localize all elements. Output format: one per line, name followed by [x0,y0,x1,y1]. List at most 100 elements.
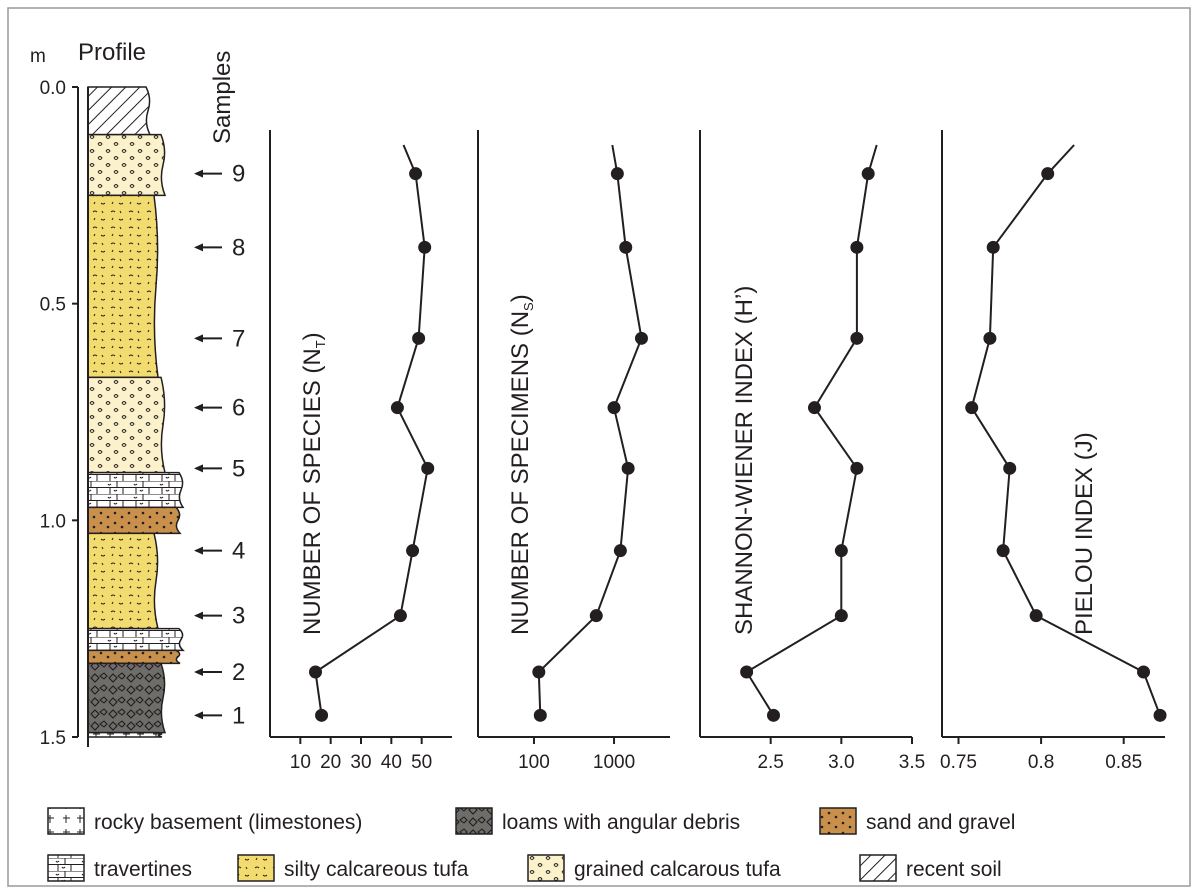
x-tick-label: 30 [350,752,371,773]
sample-arrow-head [194,169,203,178]
data-point [533,708,547,722]
profile-layer [87,86,152,136]
depth-tick-label: 1.5 [40,728,66,749]
data-point [309,665,322,679]
sample-arrow-head [194,403,203,412]
x-tick-label: 3.5 [899,752,925,773]
data-point [607,401,621,415]
data-point [409,167,423,181]
data-point [634,331,648,345]
data-point [315,708,329,722]
x-tick-label: 2.5 [757,752,783,773]
x-tick-label: 40 [381,752,402,773]
sample-label: 9 [232,161,245,188]
data-point [740,665,754,679]
profile-layer [87,731,163,738]
panel-title: NUMBER OF SPECIMENS (NS) [507,294,536,635]
data-point [1041,167,1055,181]
stratigraphic-profile [87,86,185,747]
legend-swatch-trav [47,854,85,882]
data-point [1153,708,1167,722]
legend-label: rocky basement (limestones) [94,811,362,834]
sample-arrow-head [194,711,203,720]
data-point [532,665,546,679]
data-point [619,240,633,254]
sample-label: 5 [232,455,245,482]
x-tick-label: 0.8 [1028,752,1054,773]
index-panels: 10 20 30 40 50 NUMBER OF SPECIES (NT) 100 1000 N… [269,130,1167,773]
data-point [766,708,780,722]
profile-layer [87,662,167,734]
data-point [418,240,432,254]
data-point [406,544,420,558]
x-tick-label: 1000 [593,752,635,773]
data-point [850,240,864,254]
x-tick-label: 50 [411,752,432,773]
data-point [421,461,435,475]
sample-label: 2 [232,659,245,686]
profile-layer [87,532,159,630]
data-point [610,167,624,181]
x-tick-label: 10 [290,752,311,773]
data-point [861,167,875,181]
legend-label: grained calcarous tufa [574,858,781,881]
data-point [807,401,821,415]
x-tick-label: 20 [320,752,341,773]
profile-layer [87,133,167,197]
data-point [850,331,864,345]
panel-3: 2.5 3.0 3.5 SHANNON-WIENER INDEX (H’) [699,130,925,773]
series-line [537,144,643,716]
series-line [970,144,1161,716]
x-tick-label: 0.85 [1105,752,1142,773]
legend-swatch-silty [237,854,275,882]
panel-4: 0.75 0.8 0.85 PIELOU INDEX (J) [940,130,1167,773]
data-point [986,240,1000,254]
panel-title: SHANNON-WIENER INDEX (H’) [731,286,758,635]
depth-tick-label: 1.0 [40,511,66,532]
sample-label: 6 [232,395,245,422]
data-point [996,544,1010,558]
sample-arrow-head [194,334,203,343]
legend-label: travertines [94,858,192,881]
data-point [589,609,603,623]
sample-label: 8 [232,234,245,261]
panel-1: 10 20 30 40 50 NUMBER OF SPECIES (NT) [269,130,452,773]
sample-label: 3 [232,603,245,630]
panel-title: PIELOU INDEX (J) [1071,432,1098,635]
sample-arrow-head [194,668,203,676]
profile-label: Profile [78,39,146,66]
data-point [834,544,848,558]
data-point [613,544,627,558]
sample-arrow-head [194,464,203,473]
data-point [983,331,997,345]
panel-title: NUMBER OF SPECIES (NT) [299,332,328,635]
profile-layer [87,506,182,535]
data-point [1137,665,1151,679]
profile-layer [87,471,185,509]
legend-swatch-soil [859,854,897,882]
sample-arrow-head [194,546,203,555]
figure-frame [7,7,1191,887]
data-point [1003,461,1017,475]
legend-swatch-rock [47,807,85,835]
x-tick-label: 0.75 [940,752,977,773]
series-line [745,144,878,716]
sample-markers: 1 2 3 4 5 6 7 8 9 [194,161,245,729]
data-point [965,401,979,415]
samples-label: Samples [209,51,236,144]
x-tick-label: 100 [518,752,550,773]
legend-label: recent soil [906,858,1002,881]
series-line [314,144,429,716]
data-point [393,609,407,623]
data-point [850,461,864,475]
data-point [412,331,426,345]
legend: rocky basement (limestones) loams with an… [47,807,1015,882]
data-point [834,609,848,623]
sample-label: 1 [232,702,245,729]
x-tick-label: 3.0 [828,752,854,773]
data-point [390,401,404,415]
data-point [1029,609,1043,623]
depth-tick-label: 0.5 [40,295,66,316]
legend-swatch-loam [455,807,493,835]
panel-2: 100 1000 NUMBER OF SPECIMENS (NS) [477,130,670,773]
